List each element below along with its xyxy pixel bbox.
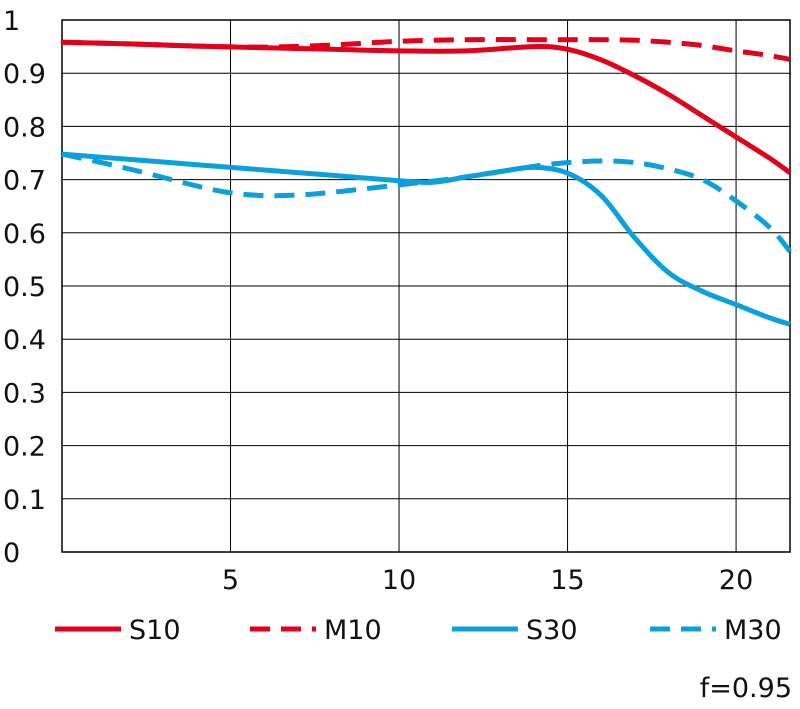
legend-label-m30: M30 <box>724 615 782 646</box>
y-tick-label: 0.7 <box>3 166 46 197</box>
plot-frame <box>61 19 791 553</box>
y-tick-label: 0.9 <box>3 59 46 90</box>
series-lines <box>61 37 792 327</box>
x-tick-label: 10 <box>382 565 416 596</box>
x-tick-label: 5 <box>222 565 239 596</box>
y-tick-label: 0.4 <box>3 325 46 356</box>
x-axis-ticks: 5 10 15 20 <box>222 565 753 596</box>
y-tick-label: 0.2 <box>3 432 46 463</box>
series-line-m30 <box>61 151 792 254</box>
legend-label-m10: M10 <box>324 615 382 646</box>
legend-label-s30: S30 <box>526 615 578 646</box>
y-tick-label: 0.3 <box>3 378 46 409</box>
y-tick-label: 0.6 <box>3 219 46 250</box>
series-line-m10 <box>61 37 791 62</box>
y-tick-label: 0.5 <box>3 272 46 303</box>
x-tick-label: 20 <box>719 565 753 596</box>
y-tick-label: 0 <box>3 538 20 569</box>
x-tick-label: 15 <box>550 565 584 596</box>
grid <box>61 19 791 553</box>
aperture-note: f=0.95 <box>700 673 792 704</box>
y-tick-label: 0.1 <box>3 485 46 516</box>
y-tick-label: 1 <box>3 6 20 37</box>
series-line-s10 <box>61 39 792 175</box>
y-axis-ticks: 0 0.1 0.2 0.3 0.4 0.5 0.6 0.7 0.8 0.9 1 <box>3 6 46 569</box>
legend: S10 M10 S30 M30 <box>55 615 782 646</box>
legend-label-s10: S10 <box>129 615 181 646</box>
y-tick-label: 0.8 <box>3 112 46 143</box>
